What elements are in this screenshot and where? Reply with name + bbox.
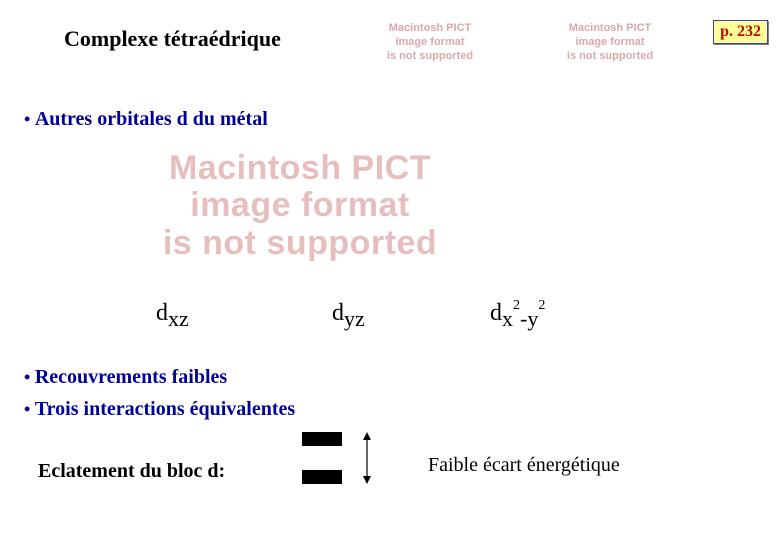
pict-line: is not supported [387, 50, 473, 62]
energy-level-lower [302, 470, 342, 484]
bullet-autres-orbitales: Autres orbitales d du métal [24, 108, 268, 131]
orbital-base: d [332, 300, 344, 326]
bullet-interactions: Trois interactions équivalentes [24, 398, 295, 421]
orbital-sup: 2 [538, 298, 545, 313]
orbital-sub: x [502, 306, 513, 331]
orbital-base: d [490, 300, 502, 326]
pict-placeholder-icon: Macintosh PICT image format is not suppo… [550, 22, 670, 63]
pict-placeholder-icon: Macintosh PICT image format is not suppo… [370, 22, 490, 63]
slide-title: Complexe tétraédrique [64, 26, 281, 52]
pict-line: Macintosh PICT [569, 22, 652, 34]
orbital-sub: xz [168, 306, 189, 331]
pict-line: image format [395, 36, 464, 48]
orbital-sub: -y [520, 306, 538, 331]
orbital-dyz: dyz [332, 300, 365, 332]
pict-line: Macintosh PICT [389, 22, 472, 34]
pict-line: image format [575, 36, 644, 48]
orbital-sup: 2 [513, 298, 520, 313]
eclatement-label: Eclatement du bloc d: [38, 460, 225, 483]
pict-line: is not supported [163, 224, 437, 262]
energy-level-upper [302, 432, 342, 446]
pict-line: is not supported [567, 50, 653, 62]
pict-placeholder-large-icon: Macintosh PICT image format is not suppo… [80, 150, 520, 262]
bullet-recouvrements: Recouvrements faibles [24, 366, 227, 389]
orbital-base: d [156, 300, 168, 326]
pict-line: image format [190, 186, 410, 224]
ecart-energetique-label: Faible écart énergétique [428, 454, 620, 477]
pict-line: Macintosh PICT [169, 149, 431, 187]
page-number-badge: p. 232 [713, 20, 768, 44]
orbital-dx2y2: dx2-y2 [490, 300, 545, 332]
energy-gap-arrow-icon [360, 432, 374, 484]
orbital-sub: yz [344, 306, 365, 331]
orbital-dxz: dxz [156, 300, 189, 332]
